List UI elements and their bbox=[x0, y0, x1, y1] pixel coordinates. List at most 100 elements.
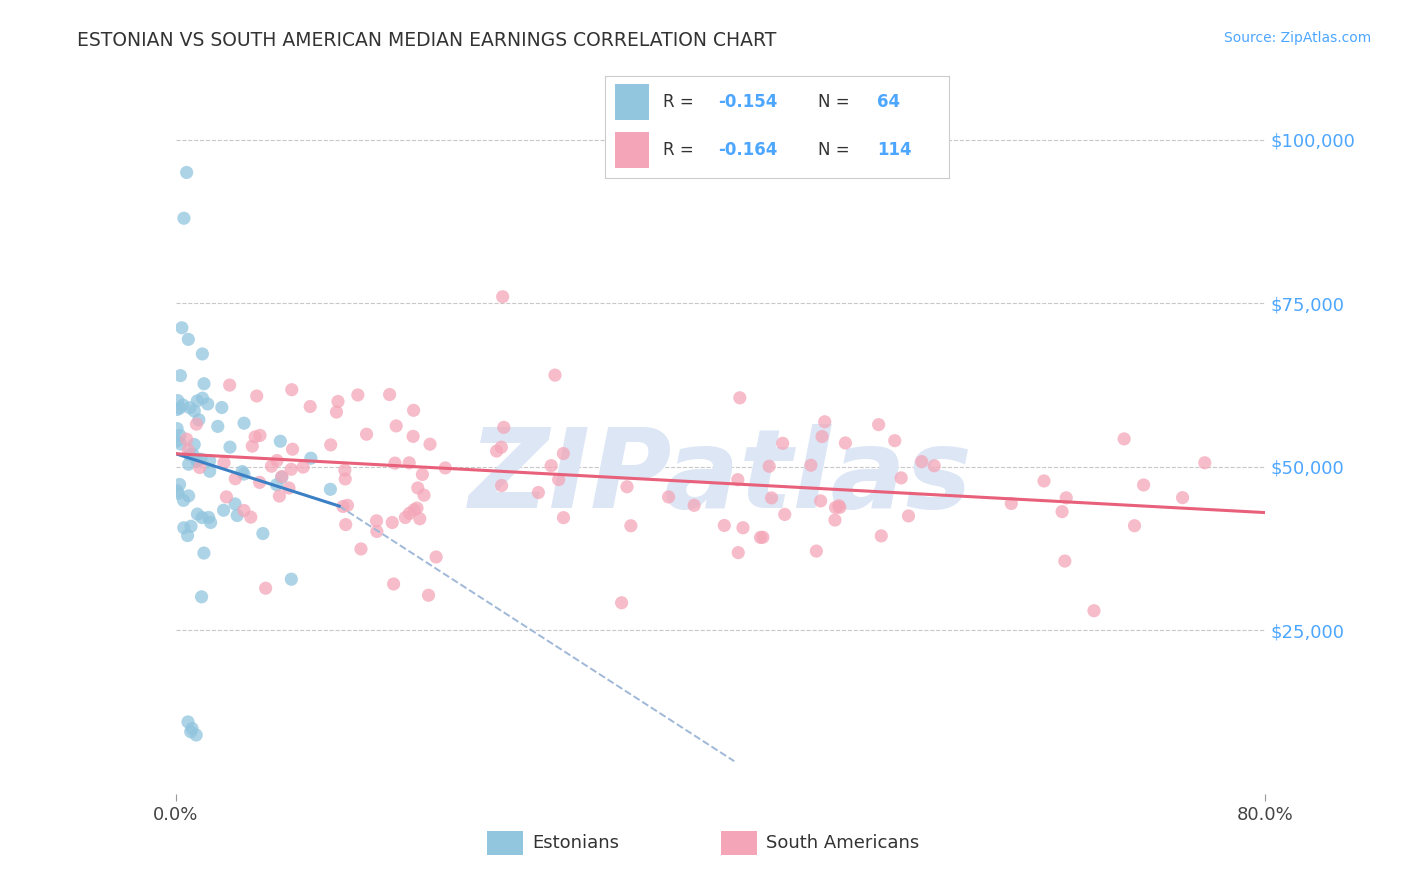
Point bbox=[243, 430, 266, 444]
Point bbox=[870, 529, 893, 543]
Point bbox=[758, 459, 780, 474]
Point bbox=[186, 728, 208, 742]
Point bbox=[356, 427, 378, 442]
Text: Source: ZipAtlas.com: Source: ZipAtlas.com bbox=[1223, 31, 1371, 45]
Point bbox=[224, 497, 246, 511]
Text: N =: N = bbox=[818, 141, 855, 159]
Point bbox=[183, 437, 205, 451]
Point bbox=[166, 483, 188, 498]
Point bbox=[212, 503, 235, 517]
Text: 114: 114 bbox=[877, 141, 911, 159]
Point bbox=[1050, 505, 1073, 519]
Point bbox=[728, 391, 751, 405]
Point bbox=[366, 524, 388, 539]
Point bbox=[922, 458, 945, 473]
Point bbox=[240, 439, 263, 453]
Point bbox=[366, 514, 388, 528]
Point bbox=[683, 499, 706, 513]
Point bbox=[169, 401, 191, 415]
Point bbox=[402, 429, 425, 443]
Point bbox=[385, 418, 408, 433]
Point bbox=[170, 437, 193, 451]
Point bbox=[485, 444, 508, 458]
Point bbox=[547, 473, 569, 487]
Point bbox=[1194, 456, 1216, 470]
Text: ZIPatlas: ZIPatlas bbox=[468, 425, 973, 532]
Point bbox=[299, 451, 322, 466]
Point bbox=[281, 442, 304, 457]
Point bbox=[233, 467, 256, 481]
Point bbox=[398, 456, 420, 470]
Point bbox=[824, 500, 846, 515]
Point bbox=[191, 510, 214, 524]
Point bbox=[218, 378, 240, 392]
Point bbox=[658, 490, 681, 504]
Point bbox=[198, 453, 221, 467]
Bar bbox=[486, 831, 523, 855]
Point bbox=[233, 416, 256, 430]
Point bbox=[527, 485, 550, 500]
Point bbox=[350, 541, 373, 556]
Point bbox=[890, 471, 912, 485]
Point bbox=[811, 429, 834, 443]
Point bbox=[186, 454, 208, 468]
Point bbox=[1171, 491, 1194, 505]
Point bbox=[727, 546, 749, 560]
Point bbox=[278, 481, 301, 495]
Point bbox=[197, 397, 219, 411]
Point bbox=[280, 462, 302, 476]
Point bbox=[761, 491, 783, 505]
Point bbox=[166, 393, 188, 408]
Point bbox=[186, 507, 208, 521]
Point bbox=[166, 434, 188, 448]
Point bbox=[212, 456, 235, 470]
Point bbox=[333, 463, 356, 477]
Point bbox=[187, 413, 209, 427]
Point bbox=[266, 453, 288, 467]
Point bbox=[193, 376, 215, 391]
Point bbox=[246, 389, 269, 403]
Point bbox=[177, 714, 200, 729]
Point bbox=[897, 508, 920, 523]
Point bbox=[418, 588, 440, 602]
Point bbox=[834, 436, 856, 450]
Point bbox=[409, 512, 432, 526]
Point bbox=[378, 387, 401, 401]
Point bbox=[1033, 474, 1056, 488]
Point bbox=[384, 456, 406, 470]
Point bbox=[193, 546, 215, 560]
Point bbox=[177, 442, 200, 457]
Text: -0.154: -0.154 bbox=[718, 93, 778, 111]
Point bbox=[319, 438, 342, 452]
Point bbox=[398, 506, 420, 520]
Point bbox=[299, 400, 322, 414]
Point bbox=[434, 461, 457, 475]
Point bbox=[252, 526, 274, 541]
Point bbox=[492, 420, 515, 434]
Point bbox=[190, 590, 212, 604]
Text: South Americans: South Americans bbox=[766, 834, 920, 852]
Point bbox=[752, 530, 775, 544]
Point bbox=[1000, 496, 1022, 510]
Point bbox=[191, 347, 214, 361]
Point bbox=[190, 452, 212, 467]
Point bbox=[179, 448, 201, 462]
Point bbox=[215, 490, 238, 504]
Point bbox=[402, 503, 425, 517]
Point bbox=[335, 472, 357, 486]
Point bbox=[211, 401, 233, 415]
Point bbox=[911, 455, 934, 469]
Point bbox=[319, 483, 342, 497]
Point bbox=[492, 290, 515, 304]
Point bbox=[270, 469, 292, 483]
Point bbox=[183, 404, 205, 418]
Point bbox=[166, 402, 188, 417]
Bar bbox=[721, 831, 756, 855]
Point bbox=[413, 488, 436, 502]
Point bbox=[172, 398, 194, 412]
Text: 64: 64 bbox=[877, 93, 900, 111]
Point bbox=[491, 478, 513, 492]
Point bbox=[610, 596, 633, 610]
Point bbox=[824, 513, 846, 527]
Point bbox=[169, 477, 191, 491]
